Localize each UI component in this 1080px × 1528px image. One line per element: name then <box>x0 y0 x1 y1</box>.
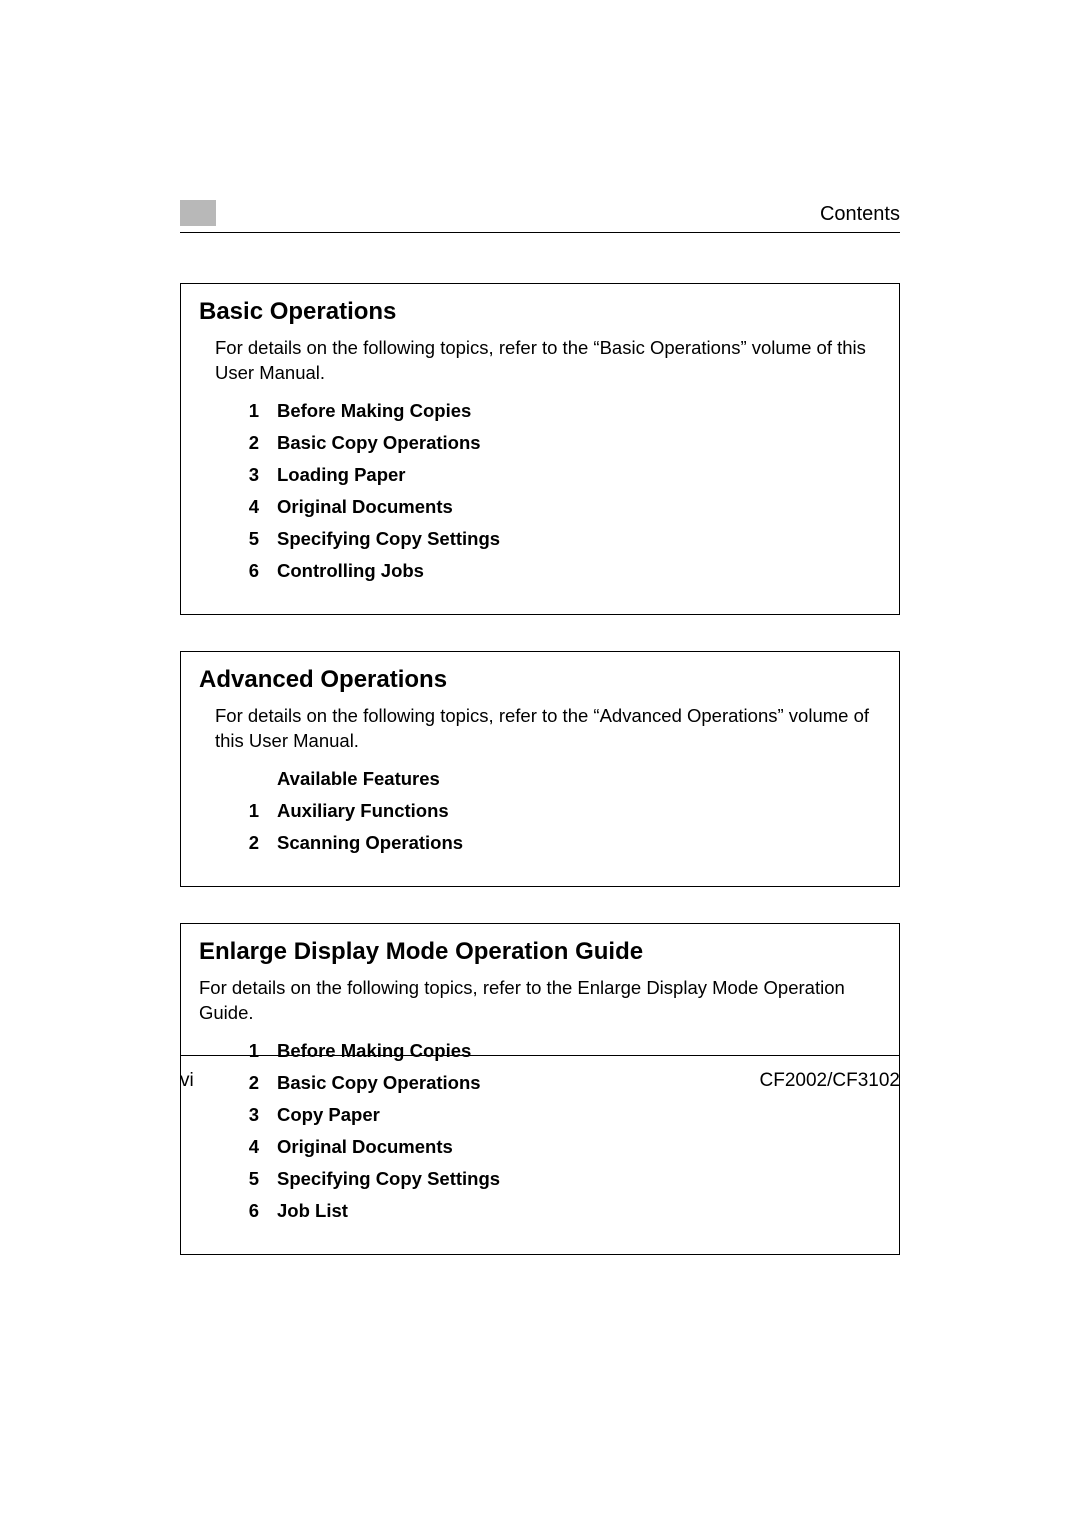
section-basic-operations: Basic Operations For details on the foll… <box>180 283 900 615</box>
toc-number: 2 <box>231 432 259 454</box>
model-label: CF2002/CF3102 <box>760 1070 900 1092</box>
toc-number: 5 <box>231 528 259 550</box>
section-description: For details on the following topics, ref… <box>215 336 881 386</box>
section-description: For details on the following topics, ref… <box>199 976 881 1026</box>
toc-item: 3 Loading Paper <box>231 464 881 486</box>
toc-label: Before Making Copies <box>277 1040 881 1062</box>
page-content: Contents Basic Operations For details on… <box>180 200 900 1291</box>
header-marker-block <box>180 200 216 226</box>
toc-item: 0Available Features <box>231 768 881 790</box>
section-description: For details on the following topics, ref… <box>215 704 881 754</box>
page-footer: vi CF2002/CF3102 <box>180 1070 900 1092</box>
toc-item: 2 Basic Copy Operations <box>231 432 881 454</box>
toc-list: 1Before Making Copies 2Basic Copy Operat… <box>231 1040 881 1222</box>
toc-item: 6 Controlling Jobs <box>231 560 881 582</box>
toc-item: 5 Specifying Copy Settings <box>231 1168 881 1190</box>
toc-number: 1 <box>231 1040 259 1062</box>
toc-item: 1 Auxiliary Functions <box>231 800 881 822</box>
toc-label: Available Features <box>277 768 881 790</box>
toc-list: 1 Before Making Copies 2 Basic Copy Operat… <box>231 400 881 582</box>
toc-label: Basic Copy Operations <box>277 432 881 454</box>
toc-number: 3 <box>231 464 259 486</box>
toc-item: 3 Copy Paper <box>231 1104 881 1126</box>
toc-item: 6 Job List <box>231 1200 881 1222</box>
page-number: vi <box>180 1070 194 1092</box>
toc-item: 4 Original Documents <box>231 496 881 518</box>
toc-list: 0Available Features 1 Auxiliary Functions… <box>231 768 881 854</box>
toc-number: 6 <box>231 1200 259 1222</box>
toc-item: 1 Before Making Copies <box>231 1040 881 1062</box>
toc-label: Auxiliary Functions <box>277 800 881 822</box>
toc-label: Loading Paper <box>277 464 881 486</box>
toc-number: 5 <box>231 1168 259 1190</box>
toc-label: Scanning Operations <box>277 832 881 854</box>
toc-number: 1 <box>231 800 259 822</box>
section-title: Enlarge Display Mode Operation Guide <box>199 938 881 966</box>
section-advanced-operations: Advanced Operations For details on the f… <box>180 651 900 887</box>
toc-number: 2 <box>231 832 259 854</box>
toc-label: Job List <box>277 1200 881 1222</box>
header-title: Contents <box>820 203 900 226</box>
footer-separator <box>180 1055 900 1056</box>
toc-label: Original Documents <box>277 1136 881 1158</box>
toc-label: Specifying Copy Settings <box>277 1168 881 1190</box>
toc-label: Controlling Jobs <box>277 560 881 582</box>
toc-item: 1 Before Making Copies <box>231 400 881 422</box>
toc-number: 6 <box>231 560 259 582</box>
toc-number: 4 <box>231 1136 259 1158</box>
toc-label: Original Documents <box>277 496 881 518</box>
section-title: Basic Operations <box>199 298 881 326</box>
toc-item: 5 Specifying Copy Settings <box>231 528 881 550</box>
toc-item: 4 Original Documents <box>231 1136 881 1158</box>
toc-label: Before Making Copies <box>277 400 881 422</box>
section-title: Advanced Operations <box>199 666 881 694</box>
toc-number: 3 <box>231 1104 259 1126</box>
toc-label: Copy Paper <box>277 1104 881 1126</box>
page-header: Contents <box>180 200 900 233</box>
toc-number: 1 <box>231 400 259 422</box>
toc-item: 2 Scanning Operations <box>231 832 881 854</box>
toc-label: Specifying Copy Settings <box>277 528 881 550</box>
toc-number: 4 <box>231 496 259 518</box>
